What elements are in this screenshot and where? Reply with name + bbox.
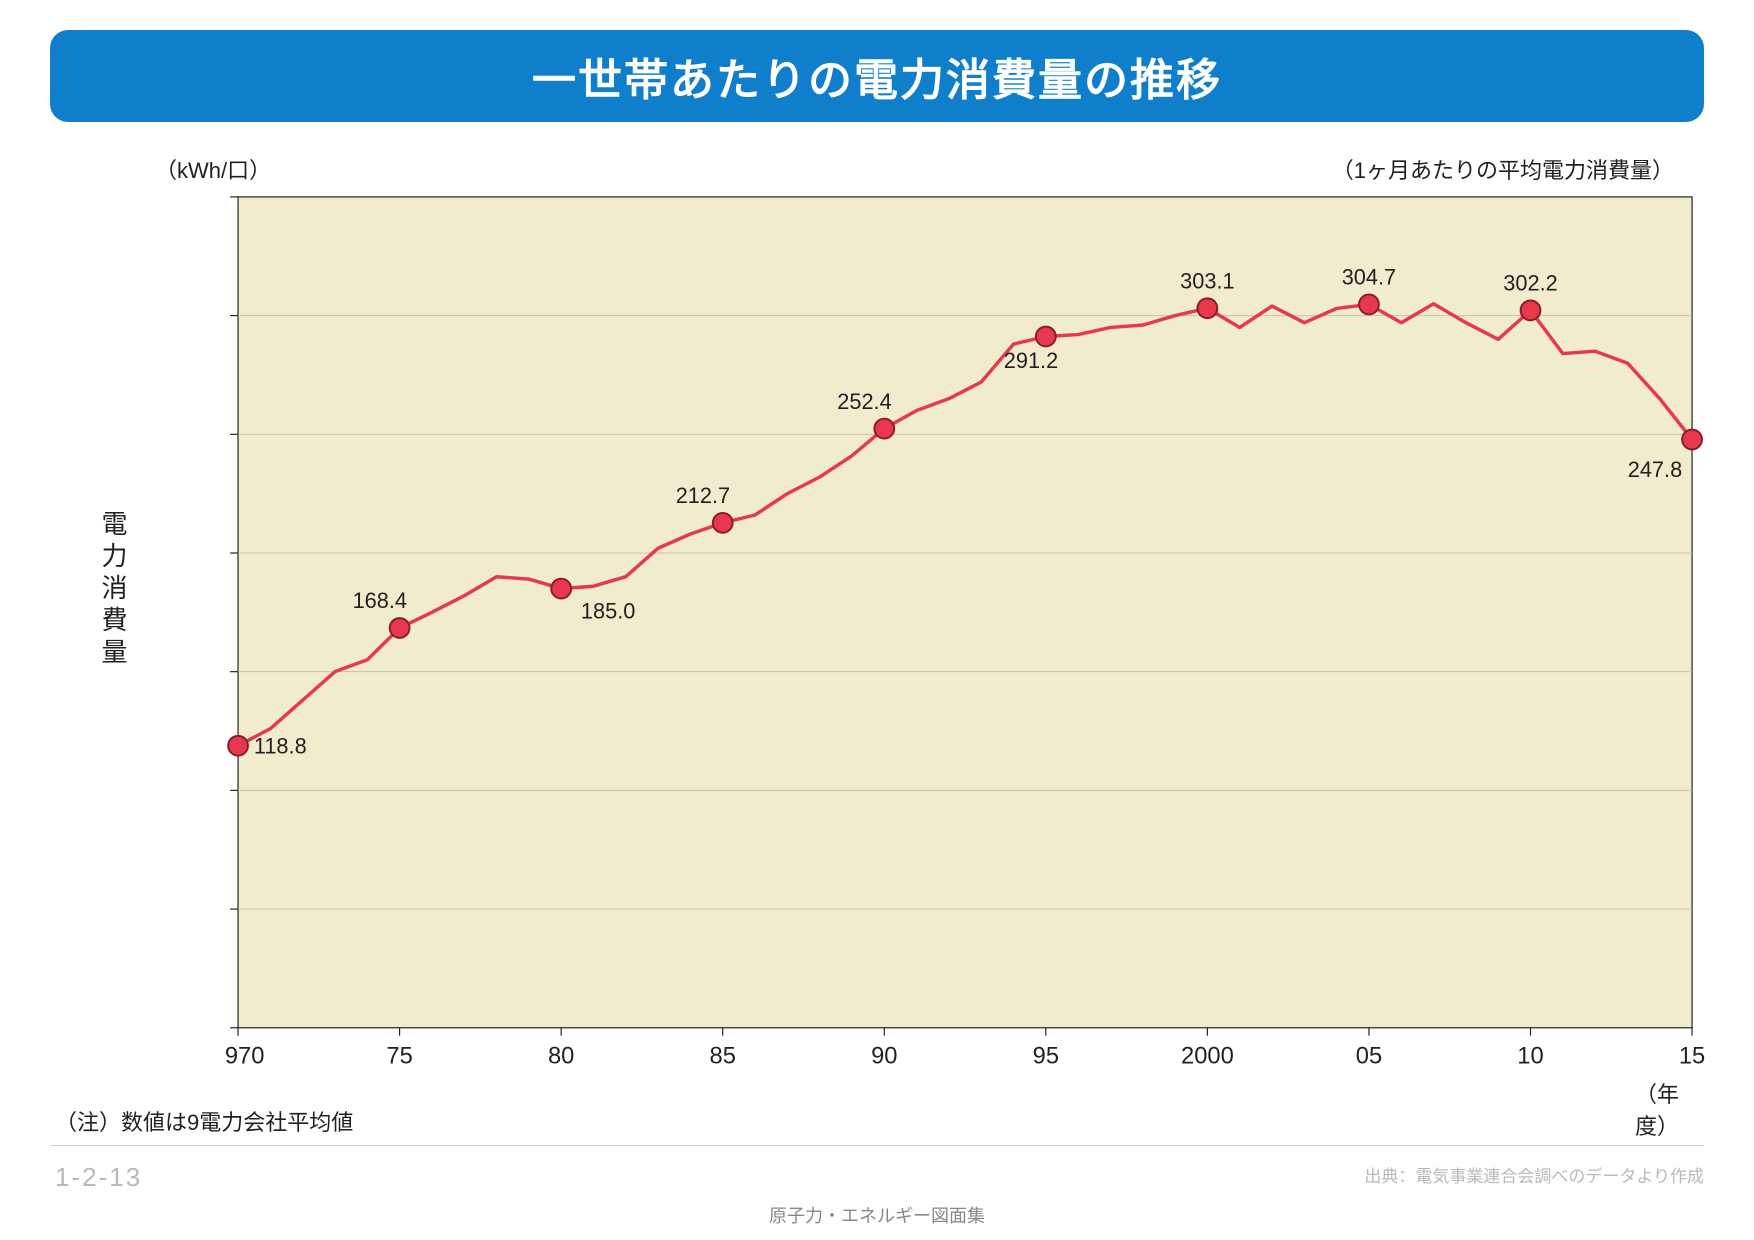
collection-name: 原子力・エネルギー図面集 xyxy=(769,1202,985,1228)
page-title: 一世帯あたりの電力消費量の推移 xyxy=(532,56,1222,105)
svg-text:15: 15 xyxy=(1679,1043,1705,1069)
divider-line xyxy=(50,1145,1704,1146)
svg-text:1970: 1970 xyxy=(225,1043,264,1069)
svg-text:302.2: 302.2 xyxy=(1503,271,1557,296)
chart-svg: 0501001502002503003501970758085909520000… xyxy=(225,187,1715,1097)
footnote-text: （注）数値は9電力会社平均値 xyxy=(55,1105,353,1137)
chart-subtitle: （1ヶ月あたりの平均電力消費量） xyxy=(1332,153,1674,185)
page-root: 一世帯あたりの電力消費量の推移 （kWh/口） （1ヶ月あたりの平均電力消費量）… xyxy=(0,0,1754,1240)
svg-text:118.8: 118.8 xyxy=(254,734,307,759)
svg-text:85: 85 xyxy=(710,1043,736,1069)
svg-text:168.4: 168.4 xyxy=(353,588,407,613)
svg-text:95: 95 xyxy=(1033,1043,1059,1069)
svg-text:10: 10 xyxy=(1517,1043,1543,1069)
page-code: 1-2-13 xyxy=(55,1162,142,1193)
svg-text:247.8: 247.8 xyxy=(1628,457,1682,482)
title-bar: 一世帯あたりの電力消費量の推移 xyxy=(50,30,1704,122)
svg-text:185.0: 185.0 xyxy=(581,598,635,623)
svg-text:252.4: 252.4 xyxy=(837,389,891,414)
svg-text:90: 90 xyxy=(871,1043,897,1069)
y-axis-unit: （kWh/口） xyxy=(155,153,271,185)
svg-text:212.7: 212.7 xyxy=(676,483,730,508)
svg-text:2000: 2000 xyxy=(1181,1043,1234,1069)
source-text: 出典：電気事業連合会調べのデータより作成 xyxy=(1364,1162,1704,1187)
svg-text:291.2: 291.2 xyxy=(1004,348,1058,373)
svg-text:05: 05 xyxy=(1356,1043,1382,1069)
svg-text:304.7: 304.7 xyxy=(1342,265,1396,290)
svg-text:303.1: 303.1 xyxy=(1180,268,1234,293)
y-axis-label: 電力消費量 xyxy=(95,510,132,670)
chart-area: （kWh/口） （1ヶ月あたりの平均電力消費量） 電力消費量 050100150… xyxy=(105,167,1704,1117)
svg-text:75: 75 xyxy=(386,1043,412,1069)
x-axis-unit: （年度） xyxy=(1635,1077,1704,1141)
svg-text:80: 80 xyxy=(548,1043,574,1069)
